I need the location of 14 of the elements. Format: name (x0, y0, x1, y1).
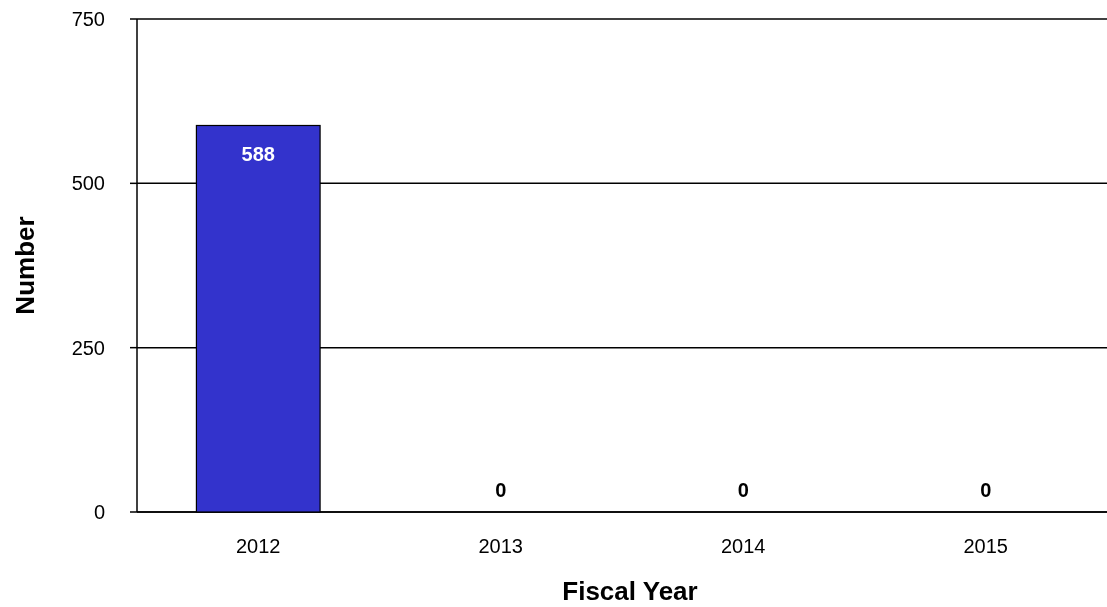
x-tick-label: 2015 (963, 535, 1008, 557)
data-label: 588 (241, 143, 275, 166)
y-tick-label: 500 (71, 172, 105, 195)
data-label: 0 (495, 479, 507, 501)
data-label: 0 (980, 479, 992, 501)
y-tick-label: 250 (71, 336, 105, 359)
x-tick-label: 2012 (236, 535, 281, 557)
y-tick-label: 750 (71, 8, 105, 30)
x-tick-label: 2013 (478, 535, 523, 557)
x-tick-label: 2014 (721, 535, 766, 557)
y-tick-label: 0 (93, 501, 105, 523)
data-label: 0 (737, 479, 749, 501)
y-axis-title: Number (10, 216, 40, 315)
x-axis-title: Fiscal Year (562, 576, 698, 606)
